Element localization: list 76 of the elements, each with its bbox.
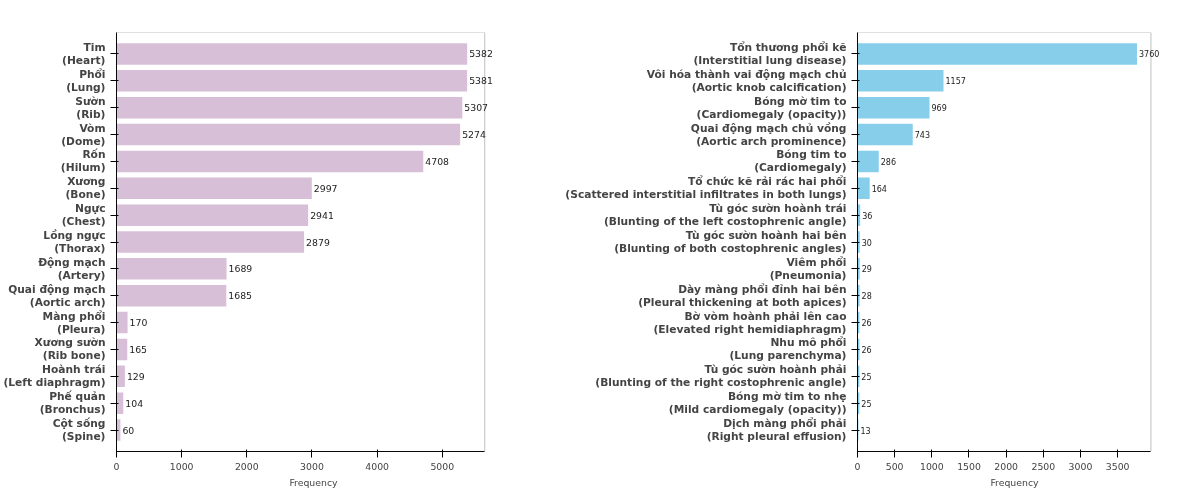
y-tick-label: Hoành trái (Left diaphragm) [3, 363, 106, 390]
data-label: 969 [931, 104, 947, 114]
data-label: 29 [861, 265, 872, 275]
y-tick-label: Viêm phổi (Pneumonia) [769, 255, 847, 282]
x-tick-label: 1000 [169, 460, 194, 472]
y-tick-label: Ngực (Chest) [61, 202, 106, 229]
data-label: 2879 [306, 236, 330, 248]
data-label: 36 [862, 211, 873, 221]
x-tick-label: 2500 [1031, 460, 1056, 472]
data-label: 170 [129, 317, 148, 329]
x-axis-title: Frequency [289, 476, 339, 488]
data-label: 164 [871, 184, 887, 194]
data-label: 5274 [462, 129, 486, 141]
data-label: 129 [126, 370, 145, 382]
y-tick-label: Rốn (Hilum) [60, 148, 106, 175]
x-tick-label: 5000 [430, 460, 455, 472]
data-label: 1685 [228, 290, 253, 302]
data-label: 5307 [464, 102, 489, 114]
x-tick-label: 0 [854, 460, 861, 472]
data-label: 30 [861, 238, 872, 248]
y-tick-label: Lồng ngực (Thorax) [43, 229, 106, 255]
x-tick-label: 3000 [300, 460, 324, 472]
data-label: 1689 [228, 263, 253, 275]
y-tick-label: Bóng mờ tim to (Cardiomegaly (opacity)) [696, 94, 847, 121]
x-tick-label: 0 [113, 460, 120, 472]
x-tick-label: 2000 [234, 460, 259, 472]
y-tick-label: Vôi hóa thành vai động mạch chủ (Aortic knob calcification) [646, 67, 847, 94]
y-tick-label: Màng phổi (Pleura) [42, 309, 106, 336]
y-tick-label: Sườn (Rib) [75, 94, 106, 121]
data-label: 5381 [469, 75, 493, 87]
y-tick-label: Dịch màng phổi phải (Right pleural effusion) [706, 417, 847, 444]
y-tick-label: Bờ vòm hoành phải lên cao (Elevated right hemidiaphragm) [653, 309, 847, 336]
y-tick-label: Bóng mờ tim to nhẹ (Mild cardiomegaly (opacity)) [668, 390, 847, 417]
data-label: 2997 [313, 182, 338, 194]
data-label: 4708 [425, 155, 450, 167]
data-label: 5382 [469, 48, 493, 60]
y-tick-label: Tim (Heart) [62, 40, 106, 67]
y-tick-label: Tù góc sườn hoành hai bên (Blunting of both costophrenic angles) [614, 229, 847, 255]
x-tick-label: 2000 [994, 460, 1019, 472]
x-tick-label: 1500 [957, 460, 981, 472]
data-label: 60 [122, 424, 135, 436]
data-label: 165 [129, 343, 148, 355]
x-tick-label: 500 [885, 460, 904, 472]
data-label: 28 [861, 292, 872, 302]
x-tick-label: 3500 [1105, 460, 1130, 472]
y-tick-label: Phế quản (Bronchus) [39, 390, 106, 417]
y-tick-label: Động mạch (Artery) [38, 255, 106, 282]
data-label: 25 [861, 372, 872, 382]
data-label: 2941 [310, 209, 334, 221]
y-tick-label: Phổi (Lung) [66, 67, 106, 94]
y-tick-label: Cột sống (Spine) [52, 417, 106, 444]
y-tick-label: Quai động mạch (Aortic arch) [8, 282, 106, 309]
data-label: 26 [861, 345, 872, 355]
data-label: 286 [880, 157, 897, 167]
y-tick-label: Tù góc sườn hoành trái (Blunting of the left costophrenic angle) [603, 202, 847, 229]
y-tick-label: Tù góc sườn hoành phải (Blunting of the right costophrenic angle) [595, 363, 847, 390]
data-label: 743 [914, 131, 931, 141]
x-tick-label: 1000 [919, 460, 944, 472]
x-axis-title: Frequency [990, 476, 1040, 488]
y-tick-label: Vòm (Dome) [61, 121, 106, 148]
y-tick-label: Xương sườn (Rib bone) [34, 336, 106, 363]
y-tick-label: Quai động mạch chủ vồng (Aortic arch prominence) [690, 121, 847, 148]
y-tick-label: Tổ chức kẽ rải rác hai phổi (Scattered interstitial infiltrates in both lungs) [565, 175, 847, 202]
data-label: 1157 [945, 77, 966, 87]
data-label: 13 [860, 426, 871, 436]
y-tick-label: Dày màng phổi đỉnh hai bên (Pleural thickening at both apices) [638, 282, 847, 309]
data-label: 104 [125, 397, 144, 409]
data-label: 25 [861, 399, 872, 409]
y-tick-label: Xương (Bone) [65, 175, 106, 202]
data-label: 3760 [1138, 50, 1160, 60]
y-tick-label: Nhu mô phổi (Lung parenchyma) [729, 336, 847, 363]
y-tick-label: Tổn thương phổi kẽ (Interstitial lung disease) [693, 40, 847, 67]
x-tick-label: 3000 [1068, 460, 1093, 472]
y-tick-label: Bóng tim to (Cardiomegaly) [754, 148, 847, 175]
data-label: 26 [861, 319, 872, 329]
x-tick-label: 4000 [365, 460, 390, 472]
